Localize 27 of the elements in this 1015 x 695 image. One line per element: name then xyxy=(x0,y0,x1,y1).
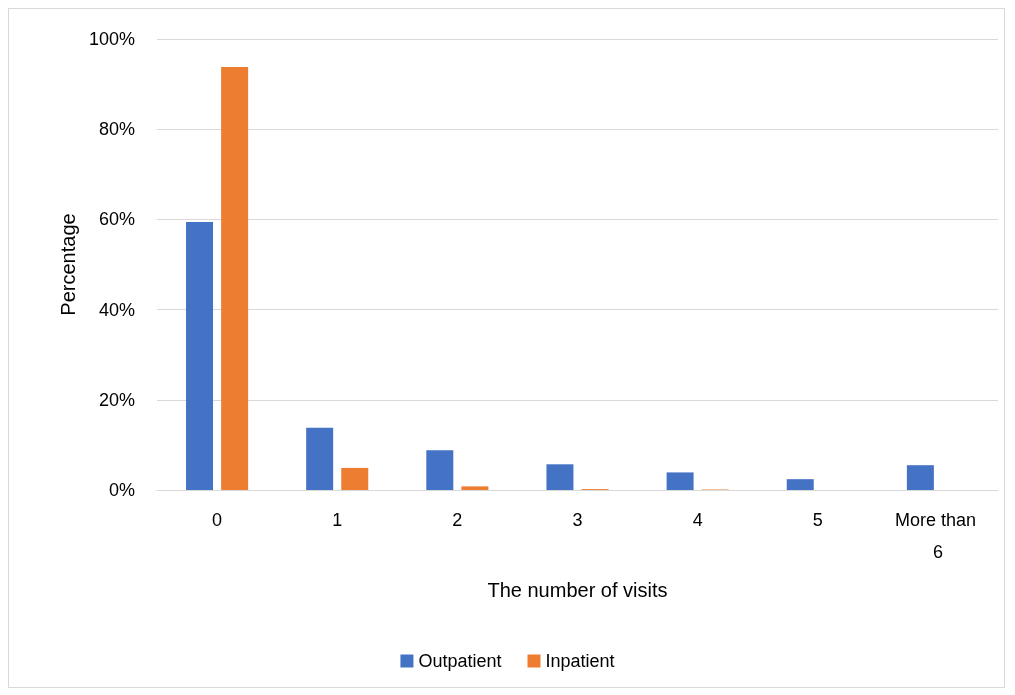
legend-label: Inpatient xyxy=(545,651,615,671)
bar xyxy=(186,222,214,490)
bar xyxy=(461,486,489,490)
bar xyxy=(786,479,814,490)
x-tick-label: 5 xyxy=(812,510,823,530)
x-axis-title: The number of visits xyxy=(487,579,668,601)
y-tick-label: 60% xyxy=(98,209,135,230)
y-axis-title: Percentage xyxy=(57,213,80,316)
y-tick-label: 20% xyxy=(98,389,135,410)
x-tick-label: 2 xyxy=(452,510,463,530)
y-tick-label: 40% xyxy=(98,299,135,320)
x-tick-label: 0 xyxy=(212,510,223,530)
y-tick-label: 100% xyxy=(88,29,135,49)
y-tick-label: 80% xyxy=(98,119,135,140)
legend-label: Outpatient xyxy=(418,651,502,671)
x-tick-label: More than 6 xyxy=(894,510,981,562)
bar xyxy=(666,472,694,490)
bar xyxy=(306,427,334,490)
x-tick-label: 1 xyxy=(332,510,343,530)
bar xyxy=(906,465,934,490)
bar xyxy=(221,66,249,490)
x-tick-label: 4 xyxy=(692,510,703,530)
y-tick-label: 0% xyxy=(108,480,135,500)
x-tick-label: 3 xyxy=(572,510,583,530)
bar xyxy=(426,450,454,490)
bar xyxy=(546,464,574,490)
bar xyxy=(341,467,369,490)
